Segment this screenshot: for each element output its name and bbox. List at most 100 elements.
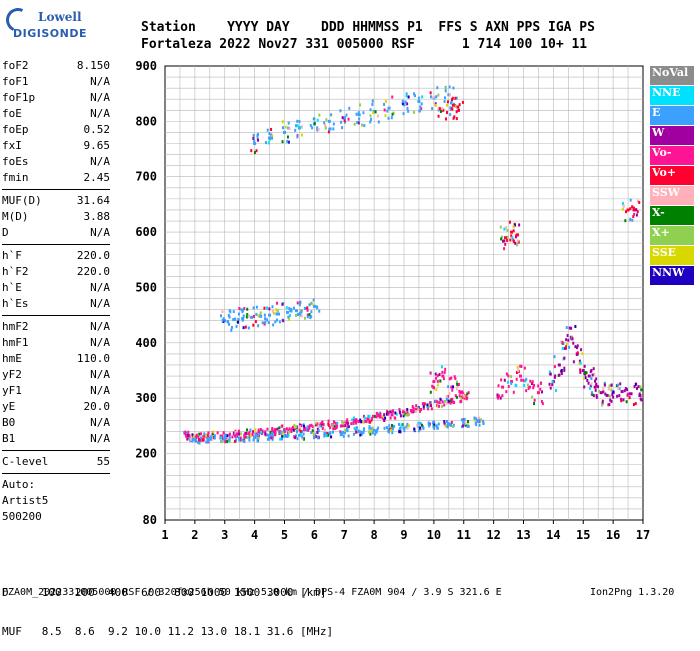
data-point (327, 130, 330, 134)
data-point (399, 426, 402, 430)
auto-method: Artist5 (2, 494, 49, 507)
data-point (640, 388, 643, 392)
data-point (339, 430, 342, 434)
data-point (230, 328, 233, 332)
data-point (203, 432, 206, 436)
data-point (236, 434, 239, 438)
data-point (615, 384, 618, 388)
data-point (184, 432, 187, 436)
data-point (522, 378, 525, 382)
data-point (333, 426, 336, 430)
data-point (449, 399, 452, 403)
data-point (444, 96, 447, 100)
data-point (316, 126, 319, 130)
data-point (261, 321, 264, 325)
param-name: foEs (2, 155, 29, 168)
data-point (312, 304, 316, 308)
data-point (310, 301, 313, 305)
data-point (227, 438, 230, 442)
data-point (362, 420, 365, 424)
software-version: Ion2Png 1.3.20 (590, 587, 675, 598)
data-point (290, 309, 293, 313)
data-point (252, 136, 255, 140)
data-point (599, 391, 603, 395)
data-point (270, 436, 273, 440)
data-point (462, 421, 466, 425)
data-point (195, 433, 198, 437)
data-point (417, 421, 420, 425)
data-point (444, 367, 447, 371)
data-point (277, 312, 281, 316)
data-point (317, 128, 320, 132)
data-point (293, 425, 296, 429)
data-point (331, 423, 334, 427)
data-point (578, 359, 581, 363)
data-point (271, 134, 274, 138)
data-point (256, 137, 259, 141)
data-point (221, 318, 224, 322)
data-point (434, 399, 437, 403)
data-point (271, 427, 274, 431)
param-row: h`Es N/A (2, 296, 110, 312)
data-point (464, 394, 467, 398)
data-point (343, 431, 346, 435)
data-point (360, 420, 363, 424)
data-point (629, 198, 632, 202)
data-point (515, 383, 518, 387)
data-point (377, 426, 380, 430)
data-point (290, 428, 293, 432)
legend-item: Vo+ (650, 166, 694, 185)
data-point (362, 427, 365, 431)
data-point (401, 410, 404, 414)
data-point (391, 424, 394, 428)
data-point (223, 319, 227, 323)
data-point (457, 383, 460, 387)
data-point (587, 374, 591, 378)
data-point (399, 414, 402, 418)
data-point (278, 320, 281, 324)
data-point (276, 301, 279, 305)
data-point (443, 399, 446, 403)
data-point (635, 213, 638, 217)
data-point (387, 106, 391, 110)
data-point (629, 207, 632, 211)
data-point (505, 226, 508, 230)
data-point (568, 326, 571, 330)
data-point (536, 391, 540, 395)
data-point (256, 434, 259, 438)
data-point (343, 119, 346, 123)
data-point (327, 433, 330, 437)
data-point (415, 404, 418, 408)
data-point (278, 431, 281, 435)
legend-item: SSE (650, 246, 694, 265)
data-point (355, 112, 358, 116)
data-point (444, 117, 447, 121)
data-point (404, 100, 407, 104)
data-point (603, 383, 606, 387)
y-tick-label: 700 (135, 170, 157, 184)
y-tick-label: 200 (135, 447, 157, 461)
data-point (332, 420, 335, 424)
data-point (332, 427, 335, 431)
data-point (626, 208, 630, 212)
data-point (463, 396, 466, 400)
data-point (376, 114, 379, 118)
data-point (243, 433, 246, 437)
data-point (369, 432, 372, 436)
param-divider (2, 315, 110, 316)
data-point (510, 230, 514, 234)
data-point (371, 102, 374, 106)
data-point (579, 368, 582, 372)
data-point (294, 427, 298, 431)
param-value: N/A (90, 336, 110, 349)
param-name: yF2 (2, 368, 22, 381)
data-point (610, 388, 613, 392)
data-point (432, 425, 435, 429)
param-value: N/A (90, 320, 110, 333)
data-point (274, 320, 277, 324)
data-point (282, 434, 285, 438)
param-divider (2, 244, 110, 245)
data-point (193, 437, 197, 441)
data-point (357, 429, 360, 433)
data-point (595, 395, 598, 399)
